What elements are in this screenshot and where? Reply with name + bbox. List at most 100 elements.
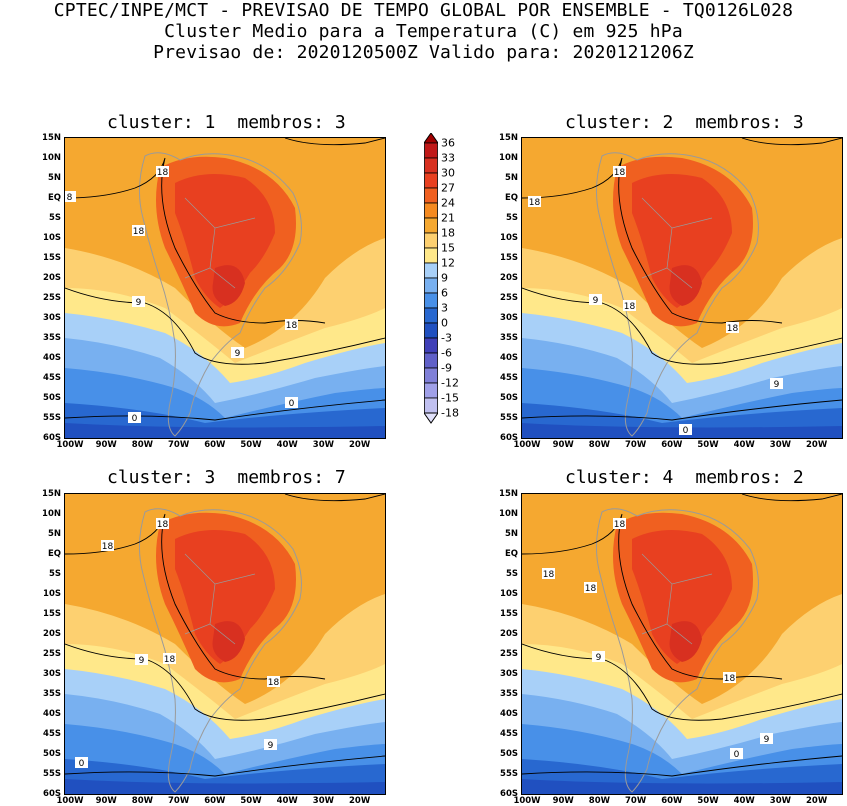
svg-text:9: 9 xyxy=(268,741,274,751)
cluster-label: cluster: 4 xyxy=(565,467,674,488)
lat-tick-label: 5S xyxy=(505,213,518,223)
contour-label: 18 xyxy=(156,166,169,178)
contour-label: 9 xyxy=(592,651,605,663)
field-27 xyxy=(632,174,732,308)
colorbar-label: -3 xyxy=(441,331,452,345)
colorbar-segment xyxy=(424,337,438,354)
lat-tick-label: 25S xyxy=(43,649,61,659)
lat-tick-label: EQ xyxy=(504,549,518,559)
colorbar-label: 12 xyxy=(441,256,455,270)
lat-tick-label: 5S xyxy=(505,569,518,579)
svg-text:18: 18 xyxy=(133,227,145,237)
chart-header: CPTEC/INPE/MCT - PREVISAO DE TEMPO GLOBA… xyxy=(0,0,847,63)
svg-text:18: 18 xyxy=(614,520,626,530)
lat-tick-label: 35S xyxy=(43,689,61,699)
lon-tick-label: 90W xyxy=(95,440,117,450)
panel-title: cluster: 2 membros: 3 xyxy=(565,112,826,133)
svg-text:9: 9 xyxy=(235,349,241,359)
contour-label: 0 xyxy=(128,412,141,424)
colorbar-segment xyxy=(424,157,438,174)
colorbar-label: -9 xyxy=(441,361,452,375)
contour-21-north xyxy=(741,138,842,146)
colorbar-segment xyxy=(424,367,438,384)
contour-label: 18 xyxy=(623,300,636,312)
lat-tick-label: 60S xyxy=(500,433,518,443)
lon-tick-label: 20W xyxy=(348,440,371,450)
lon-tick-label: 90W xyxy=(95,796,117,806)
lat-tick-label: 5N xyxy=(504,529,518,539)
colorbar-label: 30 xyxy=(441,166,455,180)
field-minus3 xyxy=(522,779,842,794)
lat-tick-label: 20S xyxy=(43,629,61,639)
svg-text:9: 9 xyxy=(764,735,770,745)
colorbar-label: 24 xyxy=(441,196,455,210)
colorbar-label: 3 xyxy=(441,301,448,315)
colorbar-segment xyxy=(424,172,438,189)
svg-text:18: 18 xyxy=(585,584,597,594)
contour-label: 0 xyxy=(679,424,692,436)
lon-tick-label: 40W xyxy=(276,796,298,806)
lat-tick-label: 50S xyxy=(500,749,518,759)
lon-tick-label: 80W xyxy=(131,440,153,450)
field-27 xyxy=(175,530,275,664)
svg-text:9: 9 xyxy=(593,296,599,306)
contour-9 xyxy=(65,643,385,721)
contour-label: 18 xyxy=(726,322,739,334)
lon-tick-label: 70W xyxy=(167,440,190,450)
svg-text:0: 0 xyxy=(289,399,295,409)
field-30 xyxy=(212,265,245,306)
lat-tick-label: 5N xyxy=(47,173,61,183)
lat-tick-label: 30S xyxy=(500,669,518,679)
contour-label: 18 xyxy=(613,518,626,530)
lon-tick-label: 40W xyxy=(276,440,298,450)
lat-tick-label: 15N xyxy=(499,133,518,143)
colorbar-top-arrow xyxy=(423,132,439,144)
colorbar-label: -15 xyxy=(441,391,459,405)
country-borders xyxy=(184,197,256,289)
lon-tick-label: 100W xyxy=(56,440,84,450)
lon-tick-label: 90W xyxy=(552,440,574,450)
lat-tick-label: 5S xyxy=(48,213,61,223)
lat-tick-label: 50S xyxy=(43,393,61,403)
lon-tick-label: 100W xyxy=(56,796,84,806)
contour-label: 18 xyxy=(584,582,597,594)
svg-text:9: 9 xyxy=(596,653,602,663)
lon-tick-label: 50W xyxy=(697,440,719,450)
contour-label: 9 xyxy=(589,294,602,306)
lat-tick-label: 35S xyxy=(43,333,61,343)
contour-21-north xyxy=(284,138,385,146)
panel-title: cluster: 4 membros: 2 xyxy=(565,467,826,488)
lat-tick-label: 10S xyxy=(500,233,518,243)
lat-tick-label: 60S xyxy=(500,789,518,799)
lon-tick-label: 40W xyxy=(733,440,755,450)
contour-label: 18 xyxy=(101,540,114,552)
contour-0 xyxy=(522,755,842,777)
lat-tick-label: 10S xyxy=(43,233,61,243)
header-line-1: CPTEC/INPE/MCT - PREVISAO DE TEMPO GLOBA… xyxy=(53,0,794,21)
map-svg: 18 18 18 18 9 9 0 xyxy=(65,494,385,794)
panel-title: cluster: 3 membros: 7 xyxy=(107,467,368,488)
coastline xyxy=(596,508,759,793)
contour-21-north xyxy=(741,494,842,502)
lat-tick-label: 50S xyxy=(500,393,518,403)
svg-text:18: 18 xyxy=(543,570,555,580)
contour-0 xyxy=(522,399,842,421)
contour-label: 9 xyxy=(135,654,148,666)
svg-text:18: 18 xyxy=(286,321,298,331)
svg-text:18: 18 xyxy=(614,168,626,178)
colorbar-segment xyxy=(424,202,438,219)
colorbar-segment xyxy=(424,277,438,294)
contour-18 xyxy=(65,513,326,680)
lat-tick-label: 5S xyxy=(48,569,61,579)
lon-tick-label: 80W xyxy=(588,440,610,450)
members-label: membros: 3 xyxy=(695,112,804,133)
lat-tick-label: 40S xyxy=(43,709,61,719)
country-borders xyxy=(184,553,256,645)
colorbar-label: -6 xyxy=(441,346,452,360)
cluster-label: cluster: 3 xyxy=(107,467,216,488)
contour-label: 18 xyxy=(542,568,555,580)
lon-tick-label: 20W xyxy=(805,796,828,806)
lat-tick-label: 5N xyxy=(504,173,518,183)
svg-text:9: 9 xyxy=(136,298,142,308)
svg-text:18: 18 xyxy=(724,674,736,684)
